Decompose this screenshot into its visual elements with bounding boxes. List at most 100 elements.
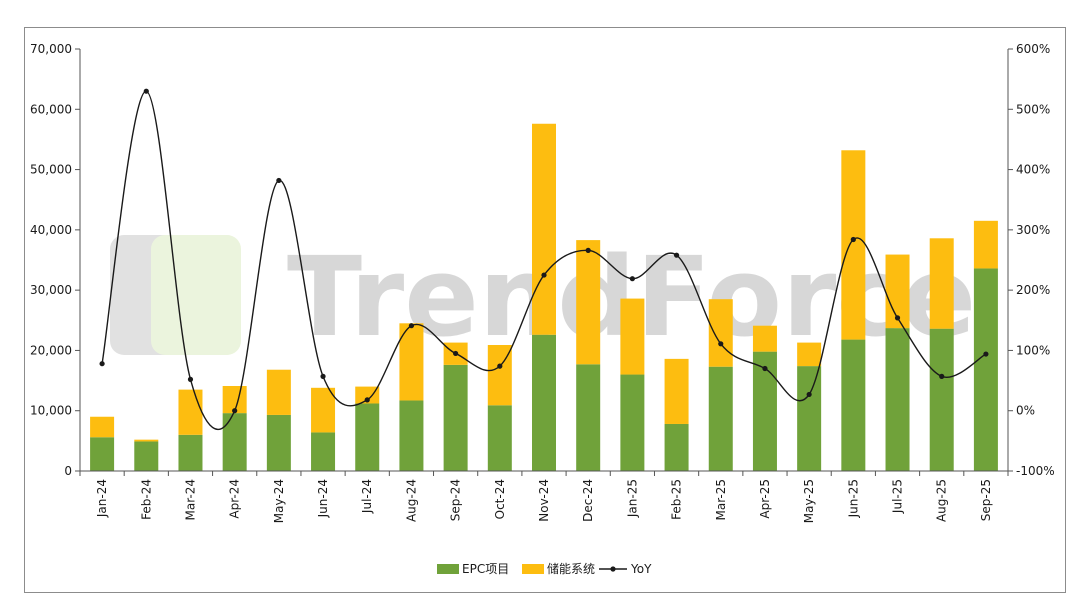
legend-label-yoy: YoY bbox=[630, 562, 652, 576]
bar-storage-mar-24 bbox=[178, 389, 203, 435]
yoy-point-jul-24 bbox=[364, 397, 370, 403]
bar-storage-mar-25 bbox=[708, 299, 733, 367]
legend-label-storage: 储能系统 bbox=[547, 561, 595, 576]
bar-storage-dec-24 bbox=[576, 240, 601, 365]
bar-epc-nov-24 bbox=[532, 334, 556, 471]
yoy-point-dec-24 bbox=[585, 247, 591, 253]
bar-epc-sep-24 bbox=[443, 364, 468, 471]
x-tick-label: May-24 bbox=[272, 479, 286, 523]
yoy-point-jul-25 bbox=[894, 315, 901, 321]
left-tick-label: 10,000 bbox=[30, 404, 72, 418]
yoy-point-mar-24 bbox=[187, 376, 194, 382]
bar-epc-mar-24 bbox=[178, 434, 203, 471]
bar-storage-feb-25 bbox=[664, 358, 689, 424]
x-tick-label: Aug-24 bbox=[404, 479, 418, 522]
yoy-point-nov-24 bbox=[541, 272, 547, 278]
bar-epc-aug-24 bbox=[399, 400, 424, 471]
bar-epc-jul-24 bbox=[355, 403, 380, 471]
bar-epc-mar-25 bbox=[708, 366, 733, 471]
yoy-point-mar-25 bbox=[718, 341, 724, 347]
axes-layer: 0 10,000 20,000 30,000 40,000 50,000 60,000 70,… bbox=[30, 42, 1055, 523]
left-tick-label: 50,000 bbox=[30, 163, 72, 177]
bar-storage-may-25 bbox=[797, 342, 822, 367]
yoy-point-apr-24 bbox=[232, 408, 238, 414]
bar-storage-jul-24 bbox=[355, 386, 380, 404]
watermark-logo-right bbox=[151, 235, 241, 355]
bar-storage-nov-24 bbox=[532, 123, 556, 335]
yoy-line-layer bbox=[99, 88, 989, 431]
yoy-line bbox=[101, 90, 987, 431]
x-tick-label: May-25 bbox=[802, 479, 816, 523]
x-tick-label: Feb-24 bbox=[139, 479, 153, 520]
bar-epc-apr-25 bbox=[752, 351, 777, 471]
yoy-point-feb-25 bbox=[673, 252, 680, 258]
legend-swatch-storage bbox=[522, 564, 544, 574]
bar-epc-oct-24 bbox=[487, 405, 512, 471]
right-tick-label: 500% bbox=[1016, 102, 1050, 116]
bar-epc-jun-24 bbox=[311, 432, 336, 471]
x-tick-label: Nov-24 bbox=[537, 479, 551, 522]
right-tick-label: 600% bbox=[1016, 42, 1050, 56]
bar-storage-jan-25 bbox=[620, 298, 645, 375]
yoy-point-aug-25 bbox=[939, 373, 945, 379]
bars-layer bbox=[90, 123, 998, 471]
right-tick-label: 300% bbox=[1016, 223, 1050, 237]
bar-epc-jan-25 bbox=[620, 374, 645, 471]
right-tick-label: 200% bbox=[1016, 283, 1050, 297]
x-tick-label: Mar-24 bbox=[183, 479, 197, 520]
legend-label-epc: EPC项目 bbox=[462, 562, 509, 576]
bar-storage-feb-24 bbox=[134, 439, 159, 442]
x-tick-label: Mar-25 bbox=[714, 479, 728, 520]
bar-storage-aug-25 bbox=[929, 238, 954, 329]
bar-storage-jun-24 bbox=[311, 387, 336, 433]
stacked-bar-line-chart: TrendForce 010,00020,00030,00040,00050,0… bbox=[30, 42, 1055, 576]
x-tick-label: Feb-25 bbox=[670, 479, 684, 520]
x-tick-label: Dec-24 bbox=[581, 479, 595, 522]
left-tick-label: 70,000 bbox=[30, 42, 72, 56]
left-tick-label: 20,000 bbox=[30, 343, 72, 357]
bar-epc-may-25 bbox=[797, 366, 822, 471]
bar-storage-apr-25 bbox=[752, 325, 777, 352]
yoy-point-jun-25 bbox=[850, 236, 856, 243]
watermark-logo-left bbox=[110, 235, 240, 355]
x-tick-label: Oct-24 bbox=[493, 479, 507, 519]
right-tick-label: 0% bbox=[1016, 404, 1035, 418]
right-tick-label: -100% bbox=[1016, 464, 1055, 478]
bar-epc-jan-24 bbox=[90, 437, 115, 471]
x-tick-label: Aug-25 bbox=[935, 479, 949, 522]
bar-epc-apr-24 bbox=[222, 413, 247, 471]
right-tick-label: 400% bbox=[1016, 163, 1050, 177]
legend-swatch-epc bbox=[437, 564, 459, 574]
yoy-point-apr-25 bbox=[762, 365, 768, 372]
bar-storage-jan-24 bbox=[90, 416, 115, 438]
bar-epc-feb-25 bbox=[664, 423, 689, 471]
x-tick-label: Jul-25 bbox=[891, 479, 905, 514]
x-tick-label: Jun-25 bbox=[846, 479, 860, 518]
left-tick-label: 60,000 bbox=[30, 102, 72, 116]
x-tick-label: Jul-24 bbox=[360, 479, 374, 514]
x-tick-label: Sep-24 bbox=[449, 479, 463, 521]
left-tick-label: 30,000 bbox=[30, 283, 72, 297]
x-tick-label: Sep-25 bbox=[979, 479, 993, 521]
legend: EPC项目 储能系统 YoY bbox=[437, 561, 652, 576]
bar-storage-sep-25 bbox=[973, 220, 998, 269]
yoy-point-jan-24 bbox=[99, 361, 105, 367]
bar-storage-may-24 bbox=[266, 369, 291, 415]
yoy-point-oct-24 bbox=[497, 363, 503, 369]
bar-epc-dec-24 bbox=[576, 364, 601, 471]
yoy-point-sep-24 bbox=[453, 350, 459, 357]
bar-epc-feb-24 bbox=[134, 441, 159, 471]
bar-storage-aug-24 bbox=[399, 323, 424, 401]
yoy-point-feb-24 bbox=[143, 88, 149, 94]
yoy-point-jun-24 bbox=[320, 373, 326, 379]
left-tick-label: 0 bbox=[64, 464, 72, 478]
yoy-point-sep-25 bbox=[983, 351, 989, 357]
yoy-point-jan-25 bbox=[629, 276, 635, 282]
chart-frame: TrendForce 0 10,000 20,000 30,000 40,000 50,0… bbox=[24, 27, 1066, 593]
bar-epc-may-24 bbox=[266, 414, 291, 471]
bar-epc-jul-25 bbox=[885, 328, 910, 471]
yoy-point-may-24 bbox=[276, 177, 282, 184]
x-tick-label: Jan-25 bbox=[625, 479, 639, 518]
x-tick-label: Apr-25 bbox=[758, 479, 772, 519]
left-tick-label: 40,000 bbox=[30, 223, 72, 237]
